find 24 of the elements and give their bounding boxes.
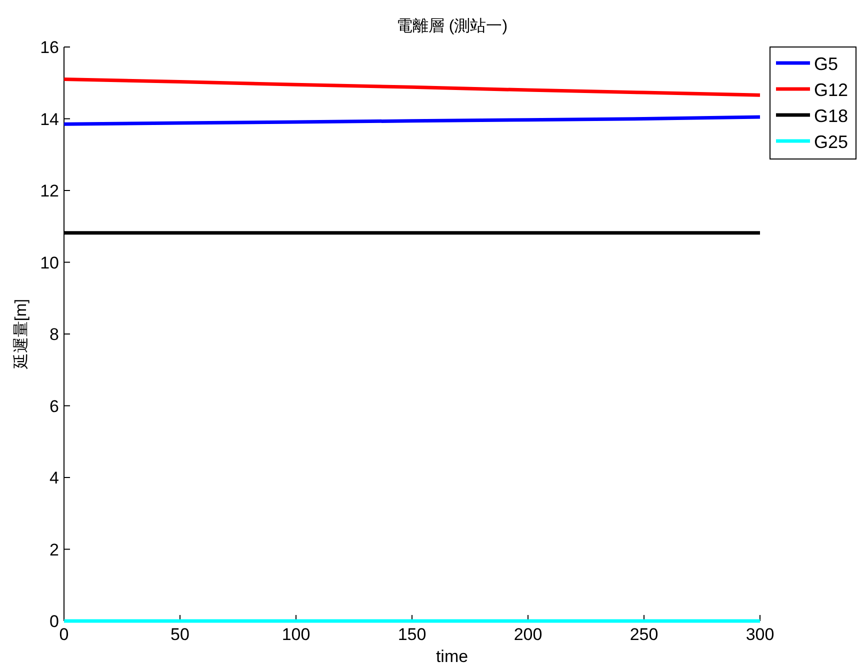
y-tick-label: 16	[40, 38, 59, 57]
y-tick-label: 0	[50, 612, 59, 631]
legend-label: G25	[814, 132, 848, 152]
x-tick-label: 100	[282, 625, 310, 644]
x-tick-label: 50	[170, 625, 190, 644]
y-tick-label: 4	[50, 468, 59, 488]
line-series	[62, 78, 762, 97]
y-tick-label: 12	[40, 182, 59, 200]
legend-label: G18	[814, 106, 848, 126]
y-tick-label: 14	[40, 110, 59, 129]
x-axis-title: time	[436, 647, 468, 666]
y-tick-label: 2	[50, 540, 59, 560]
y-tick-label: 6	[50, 396, 59, 416]
x-tick-label: 250	[630, 625, 658, 644]
y-tick-label: 10	[40, 253, 59, 272]
x-tick-label: 150	[398, 625, 426, 644]
legend-label: G12	[814, 80, 848, 100]
x-tick-label: 300	[746, 625, 774, 644]
y-tick-label: 8	[50, 325, 59, 344]
line-series	[62, 115, 762, 126]
y-axis-title: 延遲量[m]	[12, 298, 30, 370]
legend-label: G5	[814, 54, 838, 74]
x-tick-label: 200	[514, 625, 542, 644]
chart-title: 電離層 (測站一)	[396, 17, 508, 35]
